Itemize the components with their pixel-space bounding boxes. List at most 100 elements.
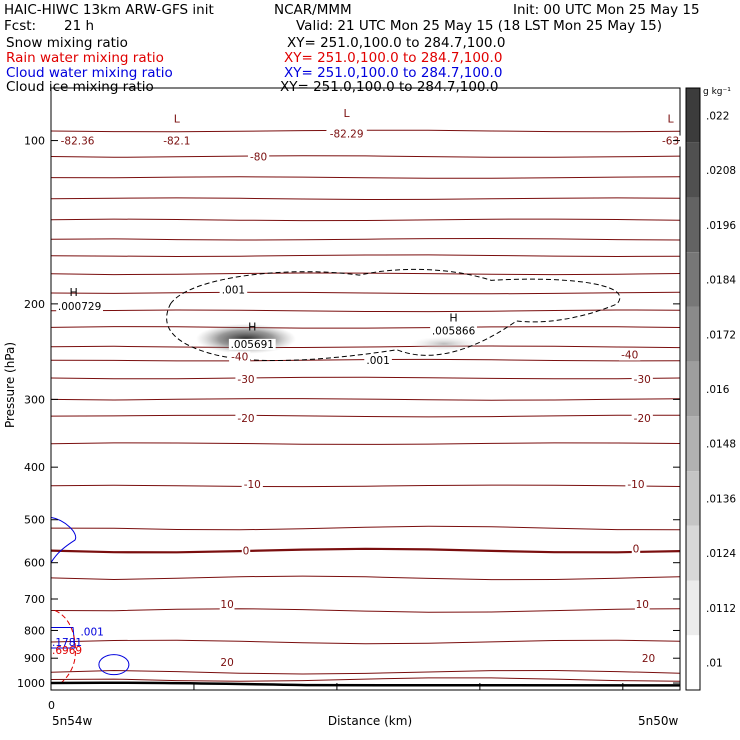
isotherm — [50, 414, 680, 418]
isotherm — [50, 398, 681, 401]
extremum-label: L — [667, 112, 674, 125]
colorbar-label: .0184 — [706, 275, 736, 287]
colorbar-label: .016 — [706, 384, 730, 396]
isotherm — [50, 176, 681, 179]
temperature-label: 20 — [220, 657, 233, 669]
colorbar-segment — [686, 635, 700, 690]
value-label: .000729 — [58, 301, 101, 313]
y-tick-label: 1000 — [17, 677, 45, 690]
temperature-label: 0 — [633, 544, 640, 556]
extremum-label: L — [174, 112, 181, 125]
isotherm — [50, 608, 681, 613]
isotherm — [50, 326, 681, 329]
isotherm — [50, 218, 681, 222]
colorbar-label: .0148 — [706, 439, 736, 451]
cloud-water-contour — [50, 516, 77, 563]
extremum-label: H — [69, 286, 77, 299]
field-label-snow: Snow mixing ratio — [6, 35, 128, 51]
y-tick-label: 700 — [24, 593, 45, 606]
temperature-label: -40 — [621, 350, 638, 362]
colorbar-label: .01 — [706, 658, 723, 670]
isotherm — [50, 309, 681, 313]
field-label-rain: Rain water mixing ratio — [6, 50, 164, 66]
temperature-label: -82.29 — [330, 128, 364, 140]
colorbar-border — [685, 87, 701, 691]
colorbar-segment — [686, 471, 700, 526]
y-tick-label: 100 — [24, 135, 45, 148]
colorbar-label: .0172 — [706, 329, 736, 341]
field-xy-snow: XY= 251.0,100.0 to 284.7,100.0 — [287, 35, 506, 51]
temperature-label: 20 — [642, 653, 655, 665]
snow-contour — [166, 268, 621, 362]
isotherm — [50, 575, 681, 581]
temperature-label: -80 — [250, 152, 267, 164]
terrain-surface — [50, 681, 681, 687]
terrain-line — [50, 681, 681, 687]
temperature-label: -10 — [627, 479, 644, 491]
init-time: Init: 00 UTC Mon 25 May 15 — [513, 2, 700, 18]
colorbar-segment — [686, 525, 700, 581]
x-left-label: 5n54w — [52, 714, 93, 728]
y-tick-label: 600 — [24, 557, 45, 570]
rain-contour — [54, 610, 76, 685]
temperature-label: -63 — [662, 136, 679, 148]
isotherm — [50, 237, 681, 241]
colorbar-segment — [686, 580, 700, 636]
temperature-label: 10 — [220, 599, 233, 611]
value-label: .001 — [80, 626, 103, 638]
colorbar-segment — [686, 416, 700, 472]
rain-contours — [54, 610, 76, 685]
fcst-label: Fcst: — [4, 18, 37, 34]
org-title: NCAR/MMM — [274, 2, 352, 18]
value-label: .001 — [366, 355, 389, 367]
x-axis-label: Distance (km) — [328, 714, 412, 728]
colorbar-unit: g kg⁻¹ — [703, 87, 731, 97]
temperature-label: -20 — [237, 413, 254, 425]
colorbar-segment — [686, 306, 700, 362]
colorbar-segment — [686, 88, 700, 143]
colorbar-label: .0124 — [706, 548, 736, 560]
isotherm — [50, 197, 681, 201]
x-right-label: 5n50w — [638, 714, 679, 728]
isotherm — [50, 376, 681, 380]
colorbar-label: .0196 — [706, 220, 736, 232]
temperature-label: 10 — [636, 599, 649, 611]
temperature-contours — [50, 129, 681, 682]
value-label: .005691 — [231, 339, 274, 351]
y-tick-label: 800 — [24, 624, 45, 637]
isotherm — [50, 345, 681, 349]
isotherm — [50, 272, 681, 276]
snow-contours — [166, 268, 621, 362]
colorbar-label: .0208 — [706, 165, 736, 177]
isotherm — [50, 291, 681, 295]
temperature-label: -82.1 — [163, 136, 190, 148]
value-label: .1781 — [52, 637, 82, 649]
plot-frame — [50, 87, 681, 691]
isotherm — [50, 155, 681, 158]
isotherm — [50, 254, 681, 258]
fcst-value: 21 h — [64, 18, 95, 34]
colorbar-label: .0136 — [706, 493, 736, 505]
contour-labels: -82.36 -82.1 -80 -82.29 -63 -40 -40 -30 -30 -20 -2… — [52, 107, 682, 669]
extremum-label: H — [449, 312, 457, 325]
temperature-label: -40 — [231, 351, 248, 363]
colorbar-label: .022 — [706, 110, 729, 122]
isotherm — [50, 677, 681, 682]
field-xy-rain: XY= 251.0,100.0 to 284.7,100.0 — [284, 50, 503, 66]
field-xy-cloud-water: XY= 251.0,100.0 to 284.7,100.0 — [284, 65, 503, 81]
x-tick-zero: 0 — [48, 699, 55, 712]
value-label: .6969 — [52, 645, 82, 657]
temperature-label: -10 — [244, 479, 261, 491]
valid-time: Valid: 21 UTC Mon 25 May 15 (18 LST Mon … — [296, 18, 663, 34]
extremum-label: H — [248, 320, 256, 333]
temperature-label: -30 — [237, 374, 254, 386]
isotherm — [50, 442, 681, 445]
colorbar-label: .0112 — [706, 603, 736, 615]
model-title: HAIC-HIWC 13km ARW-GFS init — [4, 2, 214, 18]
value-label: .005866 — [432, 326, 476, 338]
value-label: .001 — [222, 284, 245, 296]
temperature-label: -20 — [634, 413, 651, 425]
snow-secondary-shade — [410, 336, 479, 351]
